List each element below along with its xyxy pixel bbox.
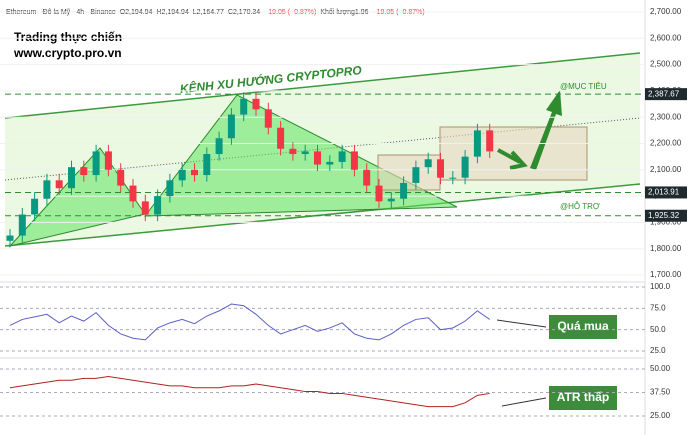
y-tick-label: 1,800.00 xyxy=(650,244,682,253)
candle-body xyxy=(252,98,260,110)
support-label: @HỖ TRỢ xyxy=(560,202,600,211)
target-label: @MỤC TIÊU xyxy=(560,82,607,91)
candle-body xyxy=(18,214,26,236)
candle-body xyxy=(55,180,63,189)
candle-body xyxy=(80,167,88,176)
channel-lower xyxy=(4,183,641,247)
candle-body xyxy=(203,154,211,176)
candle-body xyxy=(289,148,297,155)
candle-body xyxy=(363,169,371,186)
pointer xyxy=(501,397,547,407)
candle-body xyxy=(449,177,457,179)
level-tag xyxy=(645,209,687,222)
level-label: 2,387.67 xyxy=(648,89,680,98)
candle-body xyxy=(43,180,51,199)
candle-body xyxy=(461,156,469,178)
channel-upper xyxy=(4,52,641,119)
candle-body xyxy=(486,130,494,152)
candle-body xyxy=(31,198,39,215)
pointer xyxy=(496,319,547,328)
level-tag xyxy=(645,186,687,199)
candle-body xyxy=(473,130,481,157)
candle-body xyxy=(166,180,174,197)
y-tick-label: 25.0 xyxy=(650,346,666,355)
y-tick-label: 50.0 xyxy=(650,325,666,334)
logo-url: www.crypto.pro.vn xyxy=(13,46,122,60)
candle-body xyxy=(424,159,432,168)
logo-title: Trading thực chiến xyxy=(14,30,122,44)
candle-body xyxy=(277,127,285,149)
level-label: 1,925.32 xyxy=(648,211,680,220)
y-tick-label: 100.0 xyxy=(650,282,671,291)
candle-body xyxy=(375,185,383,202)
indicator-line xyxy=(9,376,490,408)
candle-body xyxy=(92,151,100,176)
logo-box xyxy=(10,30,138,64)
range-box xyxy=(377,154,441,191)
candle-body xyxy=(326,161,334,165)
candle-body xyxy=(412,167,420,183)
candle-body xyxy=(129,185,137,202)
y-tick-label: 1,900.00 xyxy=(650,218,682,227)
candle-body xyxy=(437,159,444,178)
y-tick-label: 2,200.00 xyxy=(650,139,682,148)
y-tick-label: 2,500.00 xyxy=(650,60,682,69)
candle-body xyxy=(117,169,125,186)
level-tag xyxy=(645,88,687,101)
annotation: ATR thấp xyxy=(557,390,609,404)
annotation-box xyxy=(549,386,617,410)
candle-body xyxy=(338,151,346,162)
candle-body xyxy=(68,167,75,189)
candle-body xyxy=(227,114,235,139)
level-label: 2,013.91 xyxy=(648,188,680,197)
y-tick-label: 50.00 xyxy=(650,364,671,373)
header-item: Khối lượng1.96 xyxy=(320,7,368,16)
candle-body xyxy=(104,151,112,170)
candle-body xyxy=(215,138,223,155)
candle-body xyxy=(141,201,149,215)
y-tick-label: 25.00 xyxy=(650,411,671,420)
candle-body xyxy=(387,198,395,202)
y-tick-label: 2,700.00 xyxy=(650,7,682,16)
candle-body xyxy=(6,235,14,241)
y-tick-label: 2,300.00 xyxy=(650,112,682,121)
header: Ethereum · Đô la Mỹ · 4h · Binance O2,194… xyxy=(6,7,425,16)
y-tick-label: 37.50 xyxy=(650,388,671,397)
candle-body xyxy=(191,169,198,176)
candle-body xyxy=(240,98,248,115)
annotation: Quá mua xyxy=(557,319,609,333)
y-tick-label: 2,600.00 xyxy=(650,33,682,42)
candle-body xyxy=(154,196,162,215)
candle-body xyxy=(350,151,358,170)
annotation-box xyxy=(549,315,617,339)
y-tick-label: 2,100.00 xyxy=(650,165,682,174)
candle-body xyxy=(314,151,321,165)
y-tick-label: 1,700.00 xyxy=(650,270,682,279)
arrow xyxy=(497,148,528,170)
y-tick-label: 75.0 xyxy=(650,303,666,312)
indicator-line xyxy=(9,303,490,341)
candle-body xyxy=(400,182,408,199)
candle-body xyxy=(264,109,272,128)
arrow xyxy=(530,90,562,170)
candle-body xyxy=(301,151,309,155)
candle-body xyxy=(178,169,186,181)
